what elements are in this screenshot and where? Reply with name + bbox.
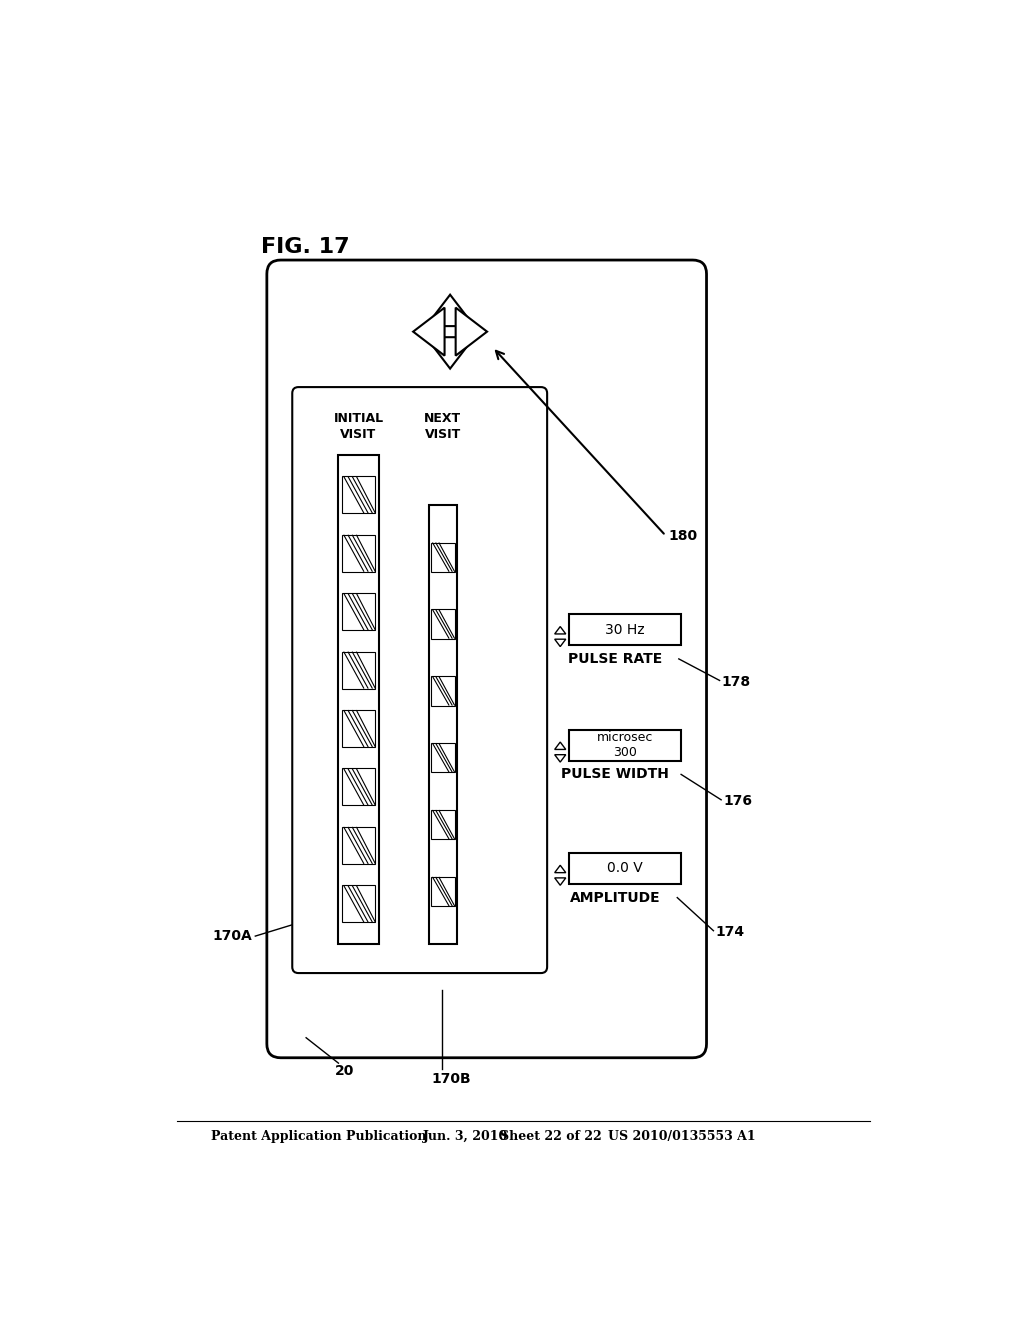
Bar [569,614,681,645]
Text: 170A: 170A [212,929,252,942]
Text: 170B: 170B [431,1072,471,1085]
FancyBboxPatch shape [267,260,707,1057]
Polygon shape [555,639,566,647]
Bar [569,730,681,760]
Text: NEXT
VISIT: NEXT VISIT [424,412,462,441]
Text: 30 Hz: 30 Hz [605,623,645,636]
Text: 20: 20 [335,1064,354,1078]
Polygon shape [426,337,474,368]
Bar [429,506,457,944]
Bar [431,810,455,840]
Bar [342,477,376,513]
Text: Jun. 3, 2010: Jun. 3, 2010 [423,1130,508,1143]
Bar [569,853,681,884]
Text: microsec: microsec [597,731,653,744]
Text: FIG. 17: FIG. 17 [261,238,350,257]
Bar [431,610,455,639]
Bar [342,710,376,747]
Polygon shape [555,627,566,634]
Text: 300: 300 [613,746,637,759]
Polygon shape [555,866,566,873]
Bar [431,876,455,906]
Bar [342,593,376,630]
Bar [431,676,455,705]
Bar [342,535,376,572]
Text: 178: 178 [722,675,751,689]
Text: Patent Application Publication: Patent Application Publication [211,1130,427,1143]
Polygon shape [555,742,566,750]
Text: 176: 176 [724,795,753,808]
Bar [339,455,379,944]
Bar [431,543,455,572]
Bar [431,743,455,772]
Text: 180: 180 [668,529,697,543]
Text: US 2010/0135553 A1: US 2010/0135553 A1 [608,1130,756,1143]
Polygon shape [456,308,487,355]
FancyBboxPatch shape [292,387,547,973]
Text: 174: 174 [716,925,744,940]
Polygon shape [555,755,566,762]
Bar [342,652,376,689]
Text: INITIAL
VISIT: INITIAL VISIT [334,412,384,441]
Polygon shape [413,308,444,355]
Bar [342,886,376,923]
Bar [342,768,376,805]
Polygon shape [555,878,566,886]
Bar [342,826,376,863]
Text: Sheet 22 of 22: Sheet 22 of 22 [500,1130,602,1143]
Text: 0.0 V: 0.0 V [607,862,643,875]
Text: AMPLITUDE: AMPLITUDE [569,891,660,904]
Polygon shape [426,294,474,326]
Text: PULSE RATE: PULSE RATE [567,652,662,665]
Text: PULSE WIDTH: PULSE WIDTH [561,767,669,781]
